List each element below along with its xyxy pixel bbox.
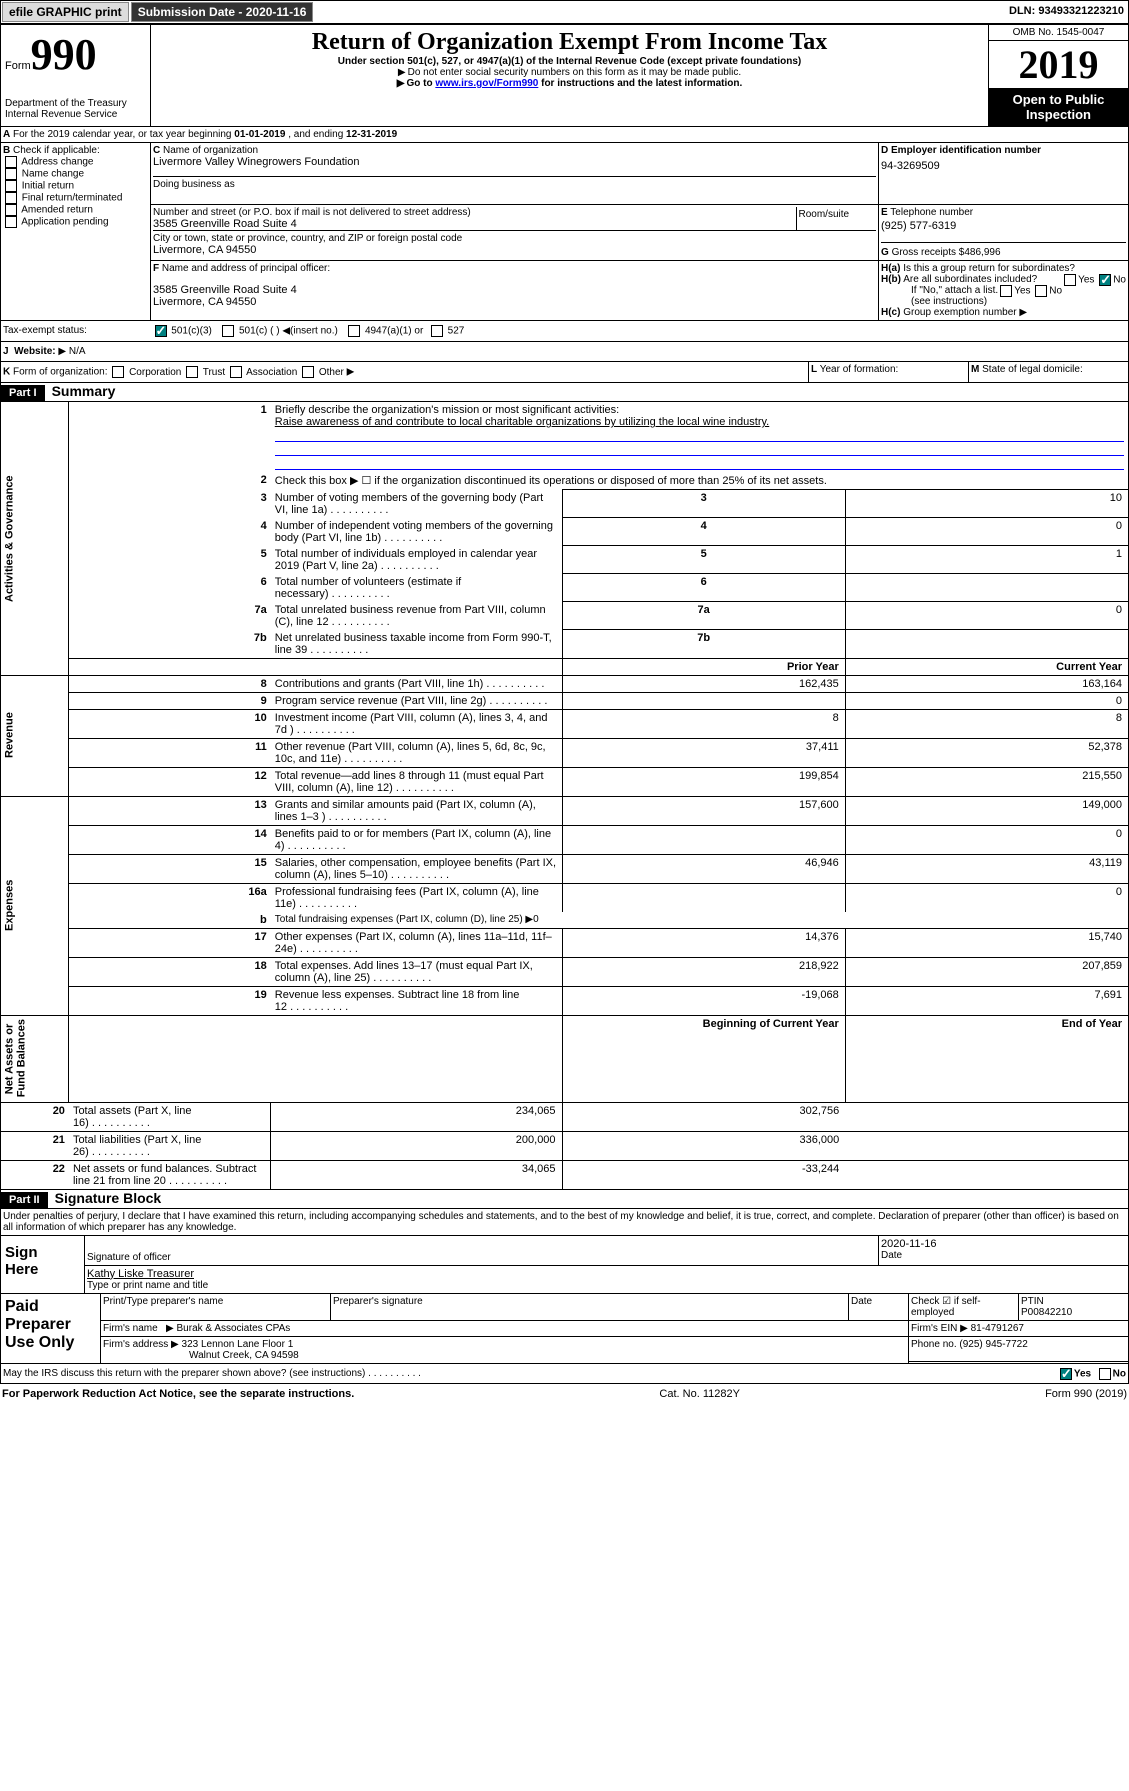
entity-block: B Check if applicable: Address change Na… — [0, 143, 1129, 321]
row-12-prior: 199,854 — [562, 767, 845, 796]
paid-preparer-block: Paid Preparer Use Only Print/Type prepar… — [0, 1294, 1129, 1364]
row-18-current: 207,859 — [845, 957, 1128, 986]
submission-date-button[interactable]: Submission Date - 2020-11-16 — [131, 2, 314, 22]
top-toolbar: efile GRAPHIC print Submission Date - 20… — [0, 0, 1129, 24]
gross-receipts: 486,996 — [964, 247, 1000, 258]
row-16a-current: 0 — [845, 883, 1128, 912]
page-footer: For Paperwork Reduction Act Notice, see … — [0, 1384, 1129, 1404]
part-i-title: Summary — [48, 381, 120, 401]
row-11-prior: 37,411 — [562, 738, 845, 767]
b-opt-checkbox[interactable] — [5, 192, 17, 204]
row-17-prior: 14,376 — [562, 928, 845, 957]
b-opt-checkbox[interactable] — [5, 204, 17, 216]
perjury-declaration: Under penalties of perjury, I declare th… — [0, 1209, 1129, 1236]
row-8-prior: 162,435 — [562, 675, 845, 692]
line-6-value — [845, 574, 1128, 602]
row-14-prior — [562, 825, 845, 854]
part-i-table: Activities & Governance 1 Briefly descri… — [0, 402, 1129, 1190]
website-row: J Website: ▶ N/A — [0, 342, 1129, 362]
omb-text: OMB No. 1545-0047 — [989, 25, 1128, 41]
b-label: Check if applicable: — [13, 145, 100, 156]
row-10-current: 8 — [845, 709, 1128, 738]
line-3-value: 10 — [845, 490, 1128, 518]
row-19-prior: -19,068 — [562, 986, 845, 1015]
line-7a-value: 0 — [845, 602, 1128, 630]
firm-name: Burak & Associates CPAs — [177, 1323, 291, 1334]
sign-date: 2020-11-16 — [881, 1238, 1126, 1250]
b-opt-checkbox[interactable] — [5, 216, 17, 228]
b-opt-checkbox[interactable] — [5, 156, 17, 168]
b-opt-checkbox[interactable] — [5, 180, 17, 192]
ha-no-checkbox[interactable] — [1099, 274, 1111, 286]
row-13-current: 149,000 — [845, 796, 1128, 825]
k-opt-checkbox[interactable] — [230, 366, 242, 378]
line-5-value: 1 — [845, 546, 1128, 574]
b-opt-checkbox[interactable] — [5, 168, 17, 180]
firm-ein: 81-4791267 — [971, 1323, 1024, 1334]
form-header: Form990 Department of the Treasury Inter… — [0, 24, 1129, 127]
row-14-current: 0 — [845, 825, 1128, 854]
dln-text: DLN: 93493321223210 — [1005, 1, 1128, 23]
subtitle-1: Under section 501(c), 527, or 4947(a)(1)… — [155, 56, 984, 67]
ha-yes-checkbox[interactable] — [1064, 274, 1076, 286]
city-state-zip: Livermore, CA 94550 — [153, 244, 876, 256]
hb-yes-checkbox[interactable] — [1000, 285, 1012, 297]
dept-text: Department of the Treasury Internal Reve… — [5, 98, 146, 120]
k-opt-checkbox[interactable] — [302, 366, 314, 378]
row-15-current: 43,119 — [845, 854, 1128, 883]
row-19-current: 7,691 — [845, 986, 1128, 1015]
ptin-value: P00842210 — [1021, 1307, 1072, 1318]
irs-link[interactable]: www.irs.gov/Form990 — [435, 78, 538, 89]
row-18-prior: 218,922 — [562, 957, 845, 986]
line-7b-value — [845, 630, 1128, 659]
k-l-m-row: K Form of organization: Corporation Trus… — [0, 362, 1129, 383]
efile-button[interactable]: efile GRAPHIC print — [2, 2, 129, 22]
street-address: 3585 Greenville Road Suite 4 — [153, 218, 796, 230]
ein-value: 94-3269509 — [881, 160, 1126, 172]
k-opt-checkbox[interactable] — [186, 366, 198, 378]
row-17-current: 15,740 — [845, 928, 1128, 957]
officer-name: Kathy Liske Treasurer — [87, 1268, 1126, 1280]
irs-no-checkbox[interactable] — [1099, 1368, 1111, 1380]
period-row: A For the 2019 calendar year, or tax yea… — [0, 127, 1129, 143]
k-opt-checkbox[interactable] — [112, 366, 124, 378]
website-value: N/A — [69, 346, 86, 357]
row-15-prior: 46,946 — [562, 854, 845, 883]
irs-discuss-row: May the IRS discuss this return with the… — [0, 1364, 1129, 1384]
part-ii-title: Signature Block — [51, 1188, 166, 1208]
row-10-prior: 8 — [562, 709, 845, 738]
subtitle-3: Go to www.irs.gov/Form990 for instructio… — [155, 78, 984, 89]
line-4-value: 0 — [845, 518, 1128, 546]
form-number: 990 — [31, 30, 97, 79]
gov-side-label: Activities & Governance — [1, 402, 69, 675]
part-ii-badge: Part II — [1, 1192, 48, 1208]
subtitle-2: Do not enter social security numbers on … — [155, 67, 984, 78]
open-public-badge: Open to Public Inspection — [989, 88, 1128, 126]
firm-phone: (925) 945-7722 — [959, 1339, 1027, 1350]
sign-here-block: Sign Here Signature of officer 2020-11-1… — [0, 1236, 1129, 1294]
tax-status-row: Tax-exempt status: 501(c)(3) 501(c) ( ) … — [0, 321, 1129, 342]
phone-value: (925) 577-6319 — [881, 220, 1126, 232]
501c3-checkbox[interactable] — [155, 325, 167, 337]
irs-yes-checkbox[interactable] — [1060, 1368, 1072, 1380]
row-16a-prior — [562, 883, 845, 912]
row-13-prior: 157,600 — [562, 796, 845, 825]
row-8-current: 163,164 — [845, 675, 1128, 692]
org-name: Livermore Valley Winegrowers Foundation — [153, 156, 876, 168]
form-label: Form — [5, 60, 31, 72]
part-i-badge: Part I — [1, 385, 45, 401]
row-9-current: 0 — [845, 692, 1128, 709]
row-11-current: 52,378 — [845, 738, 1128, 767]
form-title: Return of Organization Exempt From Incom… — [155, 29, 984, 56]
row-9-prior — [562, 692, 845, 709]
mission-text: Raise awareness of and contribute to loc… — [275, 416, 769, 428]
hb-no-checkbox[interactable] — [1035, 285, 1047, 297]
row-12-current: 215,550 — [845, 767, 1128, 796]
tax-year: 2019 — [989, 41, 1128, 88]
